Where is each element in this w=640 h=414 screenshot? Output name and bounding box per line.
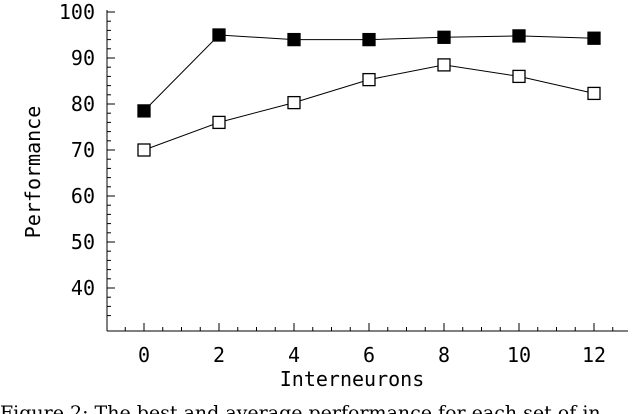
y-tick-label: 90 [71, 46, 95, 70]
filled-square-point [212, 28, 226, 42]
y-tick-label: 100 [59, 0, 95, 24]
y-ticks: 40 50 60 70 80 90 100 [59, 0, 115, 317]
filled-square-point [137, 104, 151, 118]
x-axis-title: Interneurons [280, 367, 425, 391]
filled-square-point [587, 31, 601, 45]
series-layer [137, 28, 601, 157]
y-tick-label: 60 [71, 184, 95, 208]
open-square-point [437, 58, 451, 72]
filled-square-point [287, 32, 301, 47]
open-square-point [587, 86, 601, 101]
x-tick-label: 2 [213, 343, 225, 367]
x-tick-label: 4 [288, 343, 300, 367]
x-tick-label: 6 [363, 343, 375, 367]
y-axis-title: Performance [21, 106, 45, 238]
open-square-point [362, 72, 376, 87]
y-tick-label: 50 [71, 230, 95, 254]
x-tick-label: 10 [507, 343, 531, 367]
filled-square-point [437, 30, 451, 44]
series-filled-square [137, 28, 601, 118]
filled-square-point [512, 29, 526, 43]
series-line [143, 34, 595, 112]
open-square-point [212, 115, 226, 130]
y-tick-label: 80 [71, 92, 95, 116]
open-square-point [287, 95, 301, 110]
open-square-point [512, 69, 526, 84]
open-square-point [137, 143, 151, 157]
x-tick-label: 8 [438, 343, 450, 367]
x-tick-label: 12 [582, 343, 606, 367]
figure-caption: Figure 2: The best and average performan… [0, 402, 601, 414]
filled-square-point [362, 32, 376, 47]
axes [106, 10, 628, 332]
x-ticks: 0 2 4 6 8 10 12 [124, 323, 614, 367]
x-tick-label: 0 [138, 343, 150, 367]
y-tick-label: 70 [71, 138, 95, 162]
series-open-square [137, 58, 601, 157]
y-tick-label: 40 [71, 276, 95, 300]
